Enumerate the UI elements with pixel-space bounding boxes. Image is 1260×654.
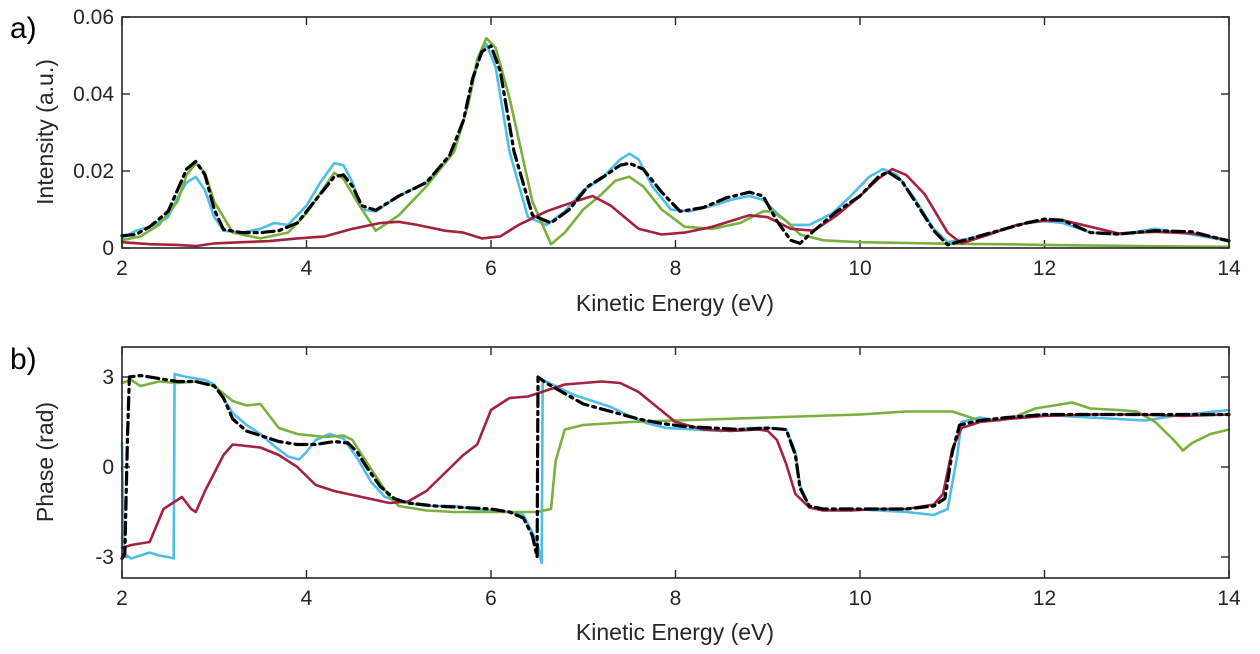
panel-b-y-tick-label: 0: [102, 456, 114, 479]
panel-b-y-axis-label: Phase (rad): [32, 402, 58, 522]
panel-a-series-line-cyan: [120, 42, 1231, 244]
panel-a-y-axis-label: Intensity (a.u.): [32, 59, 58, 205]
panel-b-x-tick-label: 2: [116, 587, 128, 610]
panel-b-series-line-red: [120, 380, 1231, 550]
panel-a-y-tick-label: 0.02: [73, 160, 114, 183]
panel-a-y-tick-label: 0.06: [73, 6, 114, 29]
panel-b-series-line-green: [120, 378, 1231, 514]
panel-a-y-tick-label: 0: [102, 237, 114, 260]
panel-a-x-tick-label: 12: [1033, 257, 1056, 280]
panel-a-series-line-green: [120, 36, 1231, 249]
panel-b-series-line-black-dashdot: [120, 373, 1231, 561]
panel-a-x-axis-label: Kinetic Energy (eV): [576, 290, 774, 316]
panel-a-label: a): [10, 12, 37, 45]
panel-b-frame: [121, 346, 1230, 579]
panel-a-x-tick-label: 6: [485, 257, 497, 280]
panel-a-series: [120, 36, 1231, 249]
panel-b-x-tick-label: 10: [848, 587, 871, 610]
panel-b-axes: 2 4 6 8 10 12 14 -3 0 3: [95, 347, 1241, 610]
panel-b-x-tick-label: 4: [301, 587, 313, 610]
panel-b-x-tick-label: 8: [670, 587, 682, 610]
panel-a-axes: 2 4 6 8 10 12 14 0 0.02 0.04 0.06: [73, 6, 1241, 280]
panel-b-label: b): [10, 343, 37, 376]
panel-b-series-line-cyan: [120, 372, 1231, 565]
panel-b-phase-plot: b) 2 4 6 8 10 12 14 -3 0 3 Kinetic Energy (eV) Ph…: [10, 343, 1241, 645]
panel-a-x-tick-label: 10: [848, 257, 871, 280]
panel-a-x-tick-label: 2: [116, 257, 128, 280]
panel-a-x-tick-label: 4: [301, 257, 313, 280]
panel-a-frame: [121, 16, 1230, 249]
panel-a-x-tick-label: 8: [670, 257, 682, 280]
panel-b-y-tick-label: -3: [95, 546, 114, 569]
panel-a-intensity-plot: a) 2 4 6 8 10 12 14 0 0.02 0.04 0.06 Kinetic Energ…: [10, 6, 1241, 316]
panel-a-x-tick-label: 14: [1217, 257, 1241, 280]
panel-b-y-tick-label: 3: [102, 366, 114, 389]
panel-b-x-axis-label: Kinetic Energy (eV): [576, 619, 774, 645]
panel-b-x-tick-label: 12: [1033, 587, 1056, 610]
panel-b-series: [120, 372, 1231, 565]
panel-a-y-tick-label: 0.04: [73, 83, 114, 106]
panel-b-x-tick-label: 6: [485, 587, 497, 610]
panel-b-x-tick-label: 14: [1217, 587, 1241, 610]
panel-a-series-line-black-dashdot: [120, 44, 1231, 247]
